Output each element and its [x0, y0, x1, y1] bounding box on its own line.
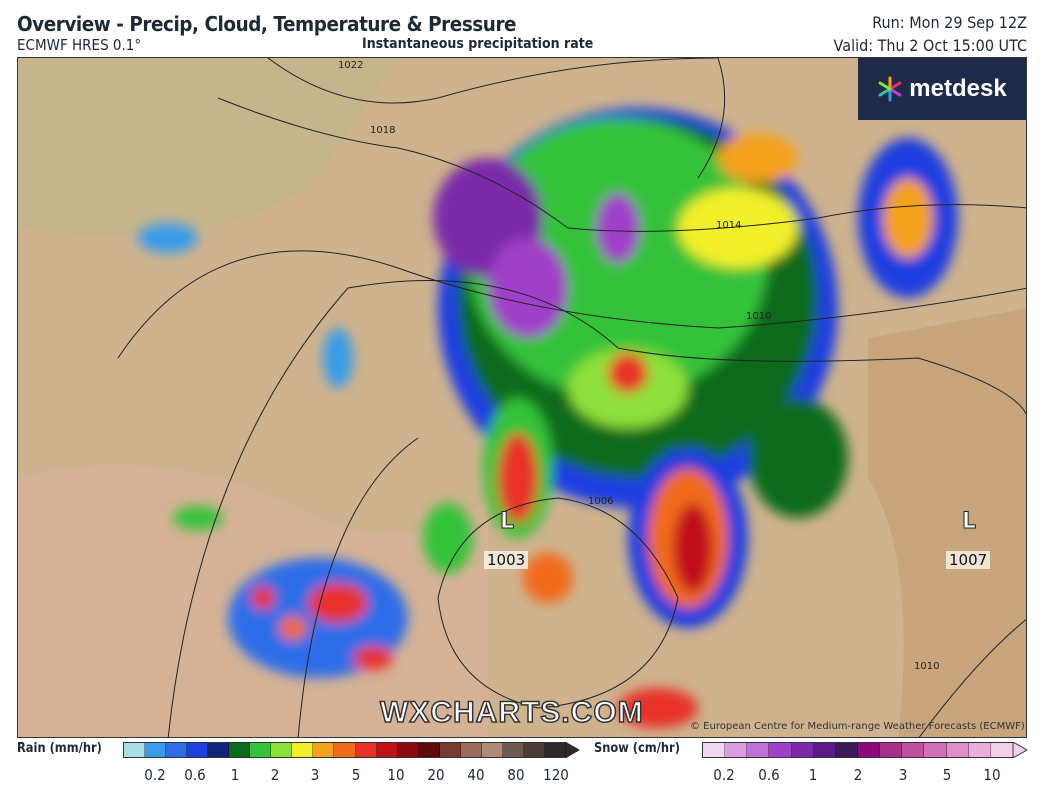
low-pressure-symbol: L — [961, 509, 977, 535]
colorbar-swatch — [747, 743, 770, 757]
low-pressure-value: 1007 — [946, 551, 991, 569]
colorbar-swatch — [523, 743, 545, 757]
colorbar-tick-label: 0.2 — [713, 766, 736, 784]
colorbar-swatch — [857, 743, 881, 757]
colorbar-tick-label: 0.6 — [184, 766, 206, 784]
rain-legend-label: Rain (mm/hr) — [17, 741, 102, 756]
watermark: WXCHARTS.COM — [379, 695, 644, 730]
logo-text: metdesk — [909, 75, 1007, 102]
colorbar-swatch — [397, 743, 419, 757]
colorbar-swatch — [166, 743, 188, 757]
colorbar-tick-label: 40 — [467, 766, 485, 784]
colorbar-swatch — [229, 743, 251, 757]
isobar-label: 1010 — [746, 311, 772, 322]
colorbar-swatch — [292, 743, 314, 757]
colorbar-swatch — [725, 743, 748, 757]
colorbar-swatch — [376, 743, 398, 757]
logo-burst-icon — [878, 76, 902, 102]
colorbar-tick-label: 1 — [230, 766, 240, 784]
snow-legend-label: Snow (cm/hr) — [594, 741, 680, 756]
chart-title: Overview - Precip, Cloud, Temperature & … — [17, 12, 517, 36]
weather-map[interactable]: 1022 1018 1014 1010 1006 1010 L 1003 L 1… — [17, 57, 1027, 738]
colorbar-tick-label: 3 — [311, 766, 320, 784]
colorbar-swatch — [835, 743, 858, 757]
isobar-label: 1014 — [716, 220, 742, 231]
colorbar-swatch — [271, 743, 293, 757]
low-pressure-value: 1003 — [484, 551, 529, 569]
model-label: ECMWF HRES 0.1° — [17, 36, 142, 54]
product-label: Instantaneous precipitation rate — [362, 36, 594, 52]
colorbar-tick-label: 80 — [507, 766, 525, 784]
colorbar-swatch — [334, 743, 356, 757]
colorbar-tick-label: 2 — [853, 766, 863, 784]
colorbar-swatch — [813, 743, 836, 757]
valid-time: Valid: Thu 2 Oct 15:00 UTC — [833, 36, 1027, 55]
isobar-label: 1018 — [370, 125, 396, 136]
colorbar-tick-label: 1 — [809, 766, 818, 784]
colorbar-swatch — [208, 743, 230, 757]
run-time: Run: Mon 29 Sep 12Z — [872, 13, 1027, 32]
colorbar-tick-label: 5 — [351, 766, 360, 784]
copyright: © European Centre for Medium-range Weath… — [690, 721, 1025, 732]
colorbar-swatch — [145, 743, 167, 757]
metdesk-logo: metdesk — [858, 58, 1026, 120]
colorbar-swatch — [769, 743, 792, 757]
colorbar-swatch — [990, 743, 1013, 757]
colorbar-swatch — [187, 743, 209, 757]
colorbar-swatch — [902, 743, 925, 757]
colorbar-swatch — [124, 743, 146, 757]
colorbar-swatch — [968, 743, 991, 757]
isobar-label: 1006 — [588, 496, 614, 507]
colorbar-swatch — [502, 743, 524, 757]
rain-colorbar-arrow — [566, 742, 580, 758]
colorbar-tick-label: 0.2 — [143, 766, 166, 784]
colorbar-tick-label: 3 — [898, 766, 907, 784]
colorbar-swatch — [481, 743, 503, 757]
colorbar-swatch — [544, 743, 566, 757]
colorbar-swatch — [313, 743, 335, 757]
colorbar-tick-label: 20 — [427, 766, 445, 784]
precipitation-field — [138, 108, 958, 728]
low-pressure-symbol: L — [499, 509, 515, 535]
colorbar-swatch — [703, 743, 726, 757]
colorbar-swatch — [791, 743, 814, 757]
snow-colorbar-arrow — [1013, 742, 1027, 758]
colorbar-swatch — [355, 743, 377, 757]
colorbar-tick-label: 5 — [942, 766, 952, 784]
colorbar-swatch — [250, 743, 272, 757]
isobars — [117, 58, 1026, 737]
isobar-label: 1010 — [914, 661, 940, 672]
colorbar-swatch — [439, 743, 461, 757]
colorbar-tick-label: 120 — [543, 766, 570, 784]
colorbar-tick-label: 2 — [270, 766, 280, 784]
colorbar-tick-label: 0.6 — [758, 766, 780, 784]
colorbar-swatch — [946, 743, 969, 757]
map-canvas — [18, 58, 1026, 737]
rain-colorbar — [123, 742, 567, 758]
colorbar-swatch — [418, 743, 440, 757]
colorbar-swatch — [880, 743, 903, 757]
colorbar-swatch — [924, 743, 947, 757]
colorbar-tick-label: 10 — [387, 766, 405, 784]
isobar-label: 1022 — [338, 60, 364, 71]
snow-colorbar — [702, 742, 1014, 758]
colorbar-swatch — [460, 743, 482, 757]
colorbar-tick-label: 10 — [983, 766, 1001, 784]
